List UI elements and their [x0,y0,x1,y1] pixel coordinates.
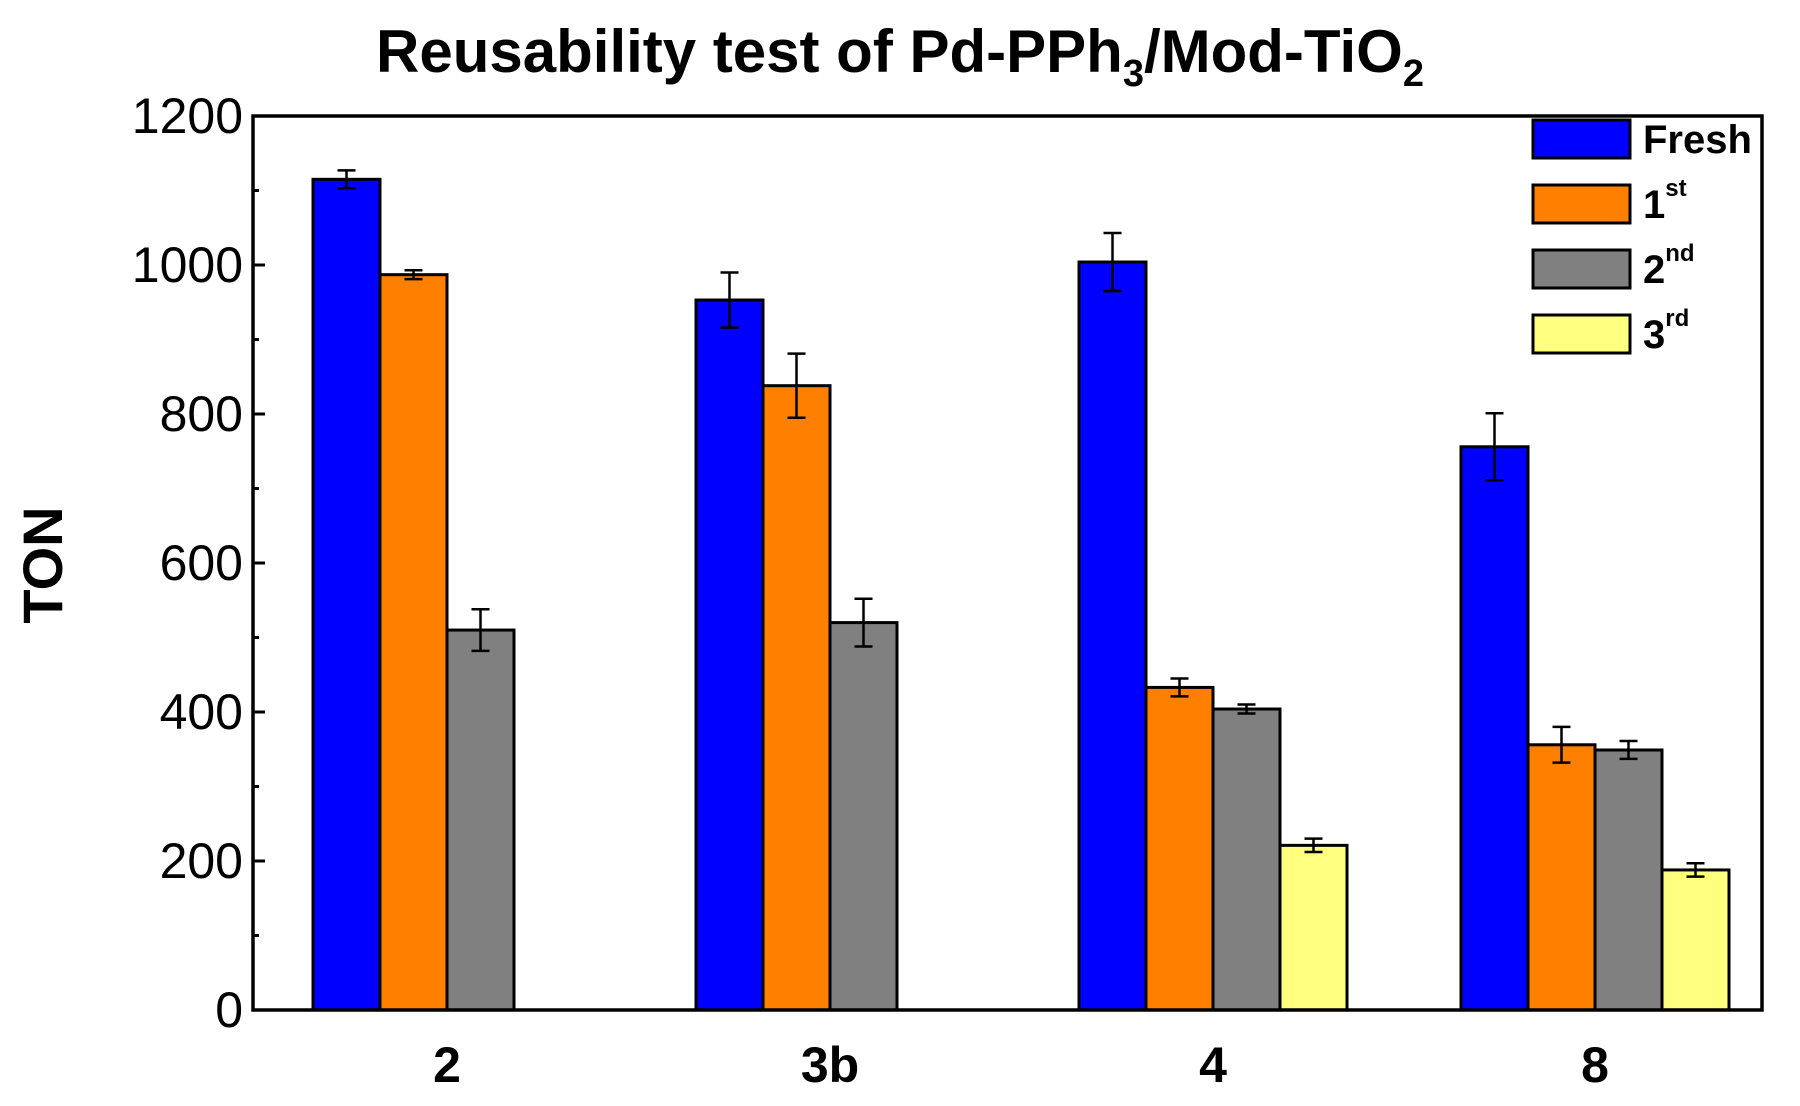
legend-label-superscript: st [1665,175,1686,202]
legend-swatch [1531,248,1632,290]
error-bar-8-2nd [1619,739,1638,761]
bar-2-Fresh [311,177,382,1012]
error-bar-4-Fresh [1103,231,1122,293]
legend-item-Fresh: Fresh [1531,118,1752,162]
legend-swatch [1531,313,1632,355]
legend-label: 2nd [1643,240,1695,292]
bar-8-3rd [1660,868,1731,1012]
legend-label: 3rd [1643,305,1689,357]
x-tick-label: 3b [801,1037,859,1093]
legend-swatch [1531,183,1632,225]
error-bar-2-1st [404,268,423,281]
y-tick-label: 400 [160,684,243,740]
error-bar-2-2nd [471,607,490,653]
error-bar-3b-2nd [854,597,873,648]
bar-2-1st [378,273,449,1012]
error-bar-4-2nd [1237,703,1256,715]
y-tick-label: 600 [160,535,243,591]
x-tick-label: 4 [1199,1037,1227,1093]
legend-label-superscript: rd [1665,305,1689,332]
bar-4-3rd [1278,843,1349,1012]
error-bar-4-1st [1170,677,1189,698]
bar-4-Fresh [1077,260,1148,1012]
chart-title-part: /Mod-TiO [1144,18,1403,85]
y-tick-label: 0 [215,982,243,1038]
bar-8-Fresh [1459,445,1530,1012]
legend-label-text: Fresh [1643,118,1752,162]
x-tick-label: 8 [1581,1037,1609,1093]
error-bar-8-1st [1552,725,1571,764]
bar-8-1st [1526,743,1597,1012]
y-tick-label: 1200 [132,88,243,144]
y-axis-label-group: TON [11,506,74,623]
chart-title-part: Reusability test of Pd-PPh [376,18,1123,85]
legend: Fresh 1st 2nd 3rd [1531,118,1752,357]
error-bar-2-Fresh [337,169,356,190]
y-axis-label: TON [11,506,74,623]
bar-8-2nd [1593,748,1664,1012]
legend-label-text: 1 [1643,183,1665,227]
y-tick-label: 1000 [132,237,243,293]
plot-area: 0 200 400 600 800 1000 1200 2 3b 4 8 [132,88,1764,1093]
x-tick-label: 2 [433,1037,461,1093]
bar-3b-2nd [828,621,899,1012]
legend-label-text: 3 [1643,313,1665,357]
error-bar-4-3rd [1304,837,1323,854]
chart-title: Reusability test of Pd-PPh3/Mod-TiO2 [376,18,1424,95]
legend-label: 1st [1643,175,1687,227]
chart-title-text: Reusability test of Pd-PPh3/Mod-TiO2 [376,18,1424,95]
y-tick-label: 800 [160,386,243,442]
bar-2-2nd [445,628,516,1012]
legend-item-2nd: 2nd [1531,240,1695,292]
error-bar-8-3rd [1686,861,1705,878]
chart-title-subscript: 2 [1403,53,1424,95]
legend-label: Fresh [1643,118,1752,162]
error-bar-8-Fresh [1485,412,1504,482]
legend-label-text: 2 [1643,248,1665,292]
bar-3b-Fresh [694,298,765,1012]
legend-item-3rd: 3rd [1531,305,1689,357]
legend-label-superscript: nd [1665,240,1694,267]
error-bar-3b-Fresh [720,271,739,329]
chart-title-subscript: 3 [1123,53,1144,95]
legend-item-1st: 1st [1531,175,1687,227]
legend-swatch [1531,118,1632,160]
bar-3b-1st [761,384,832,1012]
bar-4-2nd [1211,707,1282,1012]
bar-4-1st [1144,685,1215,1012]
error-bar-3b-1st [787,352,806,419]
y-tick-label: 200 [160,833,243,889]
